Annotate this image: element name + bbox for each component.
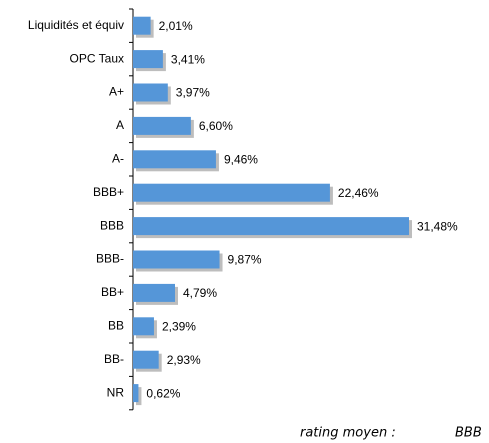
annotation-value: BBB — [455, 426, 482, 441]
value-label: 3,97% — [176, 86, 210, 100]
value-label: 9,87% — [228, 253, 262, 267]
chart: rating moyen : BBB Liquidités et équiv 2,… — [0, 0, 489, 443]
value-label: 0,62% — [146, 386, 180, 400]
category-label: A- — [112, 151, 124, 165]
value-label: 3,41% — [171, 52, 205, 66]
category-label: OPC Taux — [70, 51, 124, 65]
bar — [133, 351, 159, 369]
category-label: BBB- — [96, 252, 124, 266]
annotation-label: rating moyen : — [300, 426, 396, 441]
category-label: BB- — [104, 352, 124, 366]
category-label: BBB+ — [93, 185, 124, 199]
value-label: 2,01% — [159, 19, 193, 33]
value-label: 31,48% — [417, 219, 458, 233]
bar — [133, 117, 191, 135]
bar — [133, 17, 151, 35]
category-label: BBB — [100, 218, 124, 232]
value-label: 22,46% — [338, 186, 379, 200]
value-label: 9,46% — [224, 152, 258, 166]
value-label: 2,39% — [162, 319, 196, 333]
value-label: 4,79% — [183, 286, 217, 300]
bar — [133, 284, 175, 302]
category-label: NR — [107, 385, 125, 399]
bar — [133, 251, 220, 269]
bar — [133, 384, 138, 402]
bar — [133, 84, 168, 102]
bar — [133, 50, 163, 68]
bar — [133, 150, 216, 168]
category-label: Liquidités et équiv — [28, 18, 124, 32]
category-label: A+ — [109, 85, 124, 99]
category-label: BB — [108, 318, 124, 332]
category-label: BB+ — [101, 285, 124, 299]
value-label: 2,93% — [167, 353, 201, 367]
value-label: 6,60% — [199, 119, 233, 133]
bar — [133, 317, 154, 335]
category-label: A — [116, 118, 124, 132]
bar — [133, 217, 409, 235]
bar — [133, 184, 330, 202]
